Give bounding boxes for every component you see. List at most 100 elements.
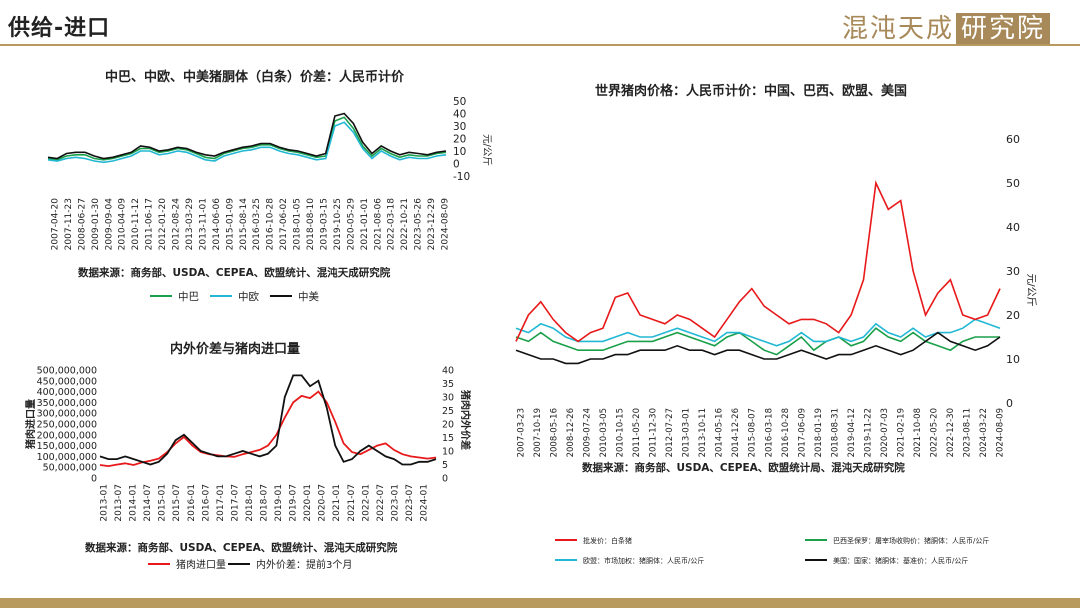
spread-x-tick-label: 2022-10-21 bbox=[400, 198, 410, 250]
imports-x-tick-label: 2015-01 bbox=[158, 484, 168, 522]
spread-x-tick-label: 2018-08-10 bbox=[306, 198, 316, 251]
imports-series-line bbox=[99, 374, 437, 466]
imports-x-tick-label: 2023-01 bbox=[390, 484, 400, 522]
imports-right-tick-label: 30 bbox=[442, 393, 454, 404]
spread-x-tick-label: 2014-06-06 bbox=[212, 198, 222, 251]
world-series-line bbox=[515, 318, 1001, 347]
imports-right-tick-label: 25 bbox=[442, 406, 454, 417]
world-legend-label: 巴西圣保罗：屠宰场收购价：猪胴体：人民币/公斤 bbox=[833, 536, 989, 545]
world-chart-title: 世界猪肉价格：人民币计价：中国、巴西、欧盟、美国 bbox=[595, 84, 908, 99]
world-y-tick-label: 30 bbox=[1006, 265, 1020, 278]
spread-x-tick-label: 2013-03-29 bbox=[185, 198, 195, 251]
world-x-tick-label: 2021-10-08 bbox=[913, 408, 923, 457]
imports-x-tick-label: 2024-01 bbox=[420, 484, 430, 522]
world-y-tick-label: 20 bbox=[1006, 309, 1020, 322]
imports-x-tick-label: 2013-07 bbox=[114, 484, 124, 522]
spread-x-tick-label: 2023-12-29 bbox=[427, 198, 437, 251]
imports-x-tick-label: 2017-07 bbox=[230, 484, 240, 522]
spread-y-tick-label: 20 bbox=[453, 134, 466, 146]
spread-x-tick-label: 2022-03-18 bbox=[387, 198, 397, 251]
world-x-tick-label: 2021-02-19 bbox=[896, 408, 906, 457]
imports-chart-source: 数据来源：商务部、USDA、CEPEA、欧盟统计、混沌天成研究院 bbox=[85, 542, 398, 554]
spread-y-tick-label: -10 bbox=[453, 171, 470, 183]
imports-right-tick-label: 20 bbox=[442, 420, 454, 431]
spread-x-tick-label: 2013-11-01 bbox=[198, 198, 208, 250]
spread-x-tick-label: 2010-11-12 bbox=[131, 198, 141, 250]
spread-y-tick-label: 0 bbox=[453, 159, 460, 171]
spread-x-tick-label: 2021-01-01 bbox=[360, 198, 370, 250]
imports-left-tick-label: 0 bbox=[91, 474, 97, 485]
spread-x-tick-label: 2019-03-15 bbox=[319, 198, 329, 250]
world-x-tick-label: 2022-12-30 bbox=[946, 408, 956, 457]
world-x-tick-label: 2018-08-31 bbox=[830, 408, 840, 457]
spread-chart-source: 数据来源：商务部、USDA、CEPEA、欧盟统计、混沌天成研究院 bbox=[78, 267, 391, 279]
world-x-tick-label: 2022-05-20 bbox=[929, 408, 939, 457]
imports-x-tick-label: 2021-01 bbox=[332, 484, 342, 522]
header-divider bbox=[0, 44, 1080, 46]
imports-legend-label: 猪肉进口量 bbox=[176, 558, 226, 571]
world-x-tick-label: 2018-01-19 bbox=[814, 408, 824, 457]
spread-legend-label: 中欧 bbox=[238, 290, 259, 303]
imports-x-tick-label: 2013-01 bbox=[100, 484, 110, 522]
imports-left-tick-label: 450,000,000 bbox=[37, 376, 97, 387]
world-x-tick-label: 2013-10-11 bbox=[698, 408, 708, 457]
world-x-tick-label: 2013-03-01 bbox=[682, 408, 692, 457]
imports-left-tick-label: 350,000,000 bbox=[37, 398, 97, 409]
imports-left-axis-label: 猪肉进口量 bbox=[24, 399, 37, 450]
imports-x-tick-label: 2016-01 bbox=[187, 484, 197, 522]
world-series-line bbox=[515, 327, 1000, 356]
spread-x-tick-label: 2007-04-20 bbox=[51, 198, 61, 251]
world-series-line bbox=[515, 180, 1001, 343]
imports-x-tick-label: 2019-07 bbox=[289, 484, 299, 522]
imports-series-line bbox=[99, 390, 437, 468]
spread-x-tick-label: 2015-08-14 bbox=[239, 198, 249, 251]
imports-left-tick-label: 50,000,000 bbox=[43, 463, 97, 474]
imports-x-tick-label: 2019-01 bbox=[274, 484, 284, 522]
spread-legend-label: 中美 bbox=[298, 290, 319, 303]
spread-y-tick-label: 50 bbox=[453, 96, 466, 108]
imports-x-tick-label: 2023-07 bbox=[405, 484, 415, 522]
imports-left-tick-label: 500,000,000 bbox=[37, 366, 97, 377]
world-x-tick-label: 2014-05-16 bbox=[715, 408, 725, 457]
spread-series-line bbox=[47, 121, 447, 164]
spread-x-tick-label: 2021-08-06 bbox=[373, 198, 383, 251]
world-x-tick-label: 2017-06-09 bbox=[797, 408, 807, 457]
spread-x-tick-label: 2018-01-05 bbox=[293, 198, 303, 250]
imports-x-tick-label: 2017-01 bbox=[216, 484, 226, 522]
world-x-tick-label: 2012-07-27 bbox=[665, 408, 675, 457]
world-y-tick-label: 0 bbox=[1006, 397, 1013, 410]
world-series-line bbox=[515, 331, 1001, 365]
imports-chart-title: 内外价差与猪肉进口量 bbox=[170, 342, 301, 357]
spread-x-tick-label: 2011-06-17 bbox=[145, 198, 155, 250]
world-x-tick-label: 2014-12-26 bbox=[731, 408, 741, 457]
spread-x-tick-label: 2019-10-25 bbox=[333, 198, 343, 250]
world-x-tick-label: 2016-10-28 bbox=[781, 408, 791, 457]
imports-x-tick-label: 2020-07 bbox=[318, 484, 328, 522]
world-x-tick-label: 2008-12-26 bbox=[566, 408, 576, 457]
imports-left-tick-label: 150,000,000 bbox=[37, 441, 97, 452]
imports-left-tick-label: 400,000,000 bbox=[37, 387, 97, 398]
footer-bar bbox=[0, 598, 1080, 608]
imports-right-tick-label: 35 bbox=[442, 379, 454, 390]
spread-y-tick-label: 10 bbox=[453, 146, 466, 158]
imports-right-tick-label: 5 bbox=[442, 460, 448, 471]
world-y-tick-label: 10 bbox=[1006, 353, 1020, 366]
imports-right-axis-label: 猪肉内外价差 bbox=[459, 389, 472, 450]
world-y-axis-label: 元/公斤 bbox=[1025, 273, 1037, 306]
world-chart-source: 数据来源：商务部、USDA、CEPEA、欧盟统计局、混沌天成研究院 bbox=[582, 462, 905, 474]
world-x-tick-label: 2024-03-22 bbox=[979, 408, 989, 457]
world-x-tick-label: 2009-07-24 bbox=[583, 408, 593, 457]
world-x-tick-label: 2020-07-03 bbox=[880, 408, 890, 457]
imports-legend-label: 内外价差：提前3个月 bbox=[256, 558, 352, 571]
spread-x-tick-label: 2016-10-28 bbox=[266, 198, 276, 251]
imports-left-tick-label: 100,000,000 bbox=[37, 452, 97, 463]
world-x-tick-label: 2015-08-07 bbox=[748, 408, 758, 457]
imports-x-tick-label: 2020-01 bbox=[303, 484, 313, 522]
world-x-tick-label: 2019-11-22 bbox=[863, 408, 873, 457]
world-legend-label: 批发价：白条猪 bbox=[583, 536, 632, 545]
spread-y-axis-label: 元/公斤 bbox=[481, 134, 492, 166]
imports-x-tick-label: 2021-07 bbox=[347, 484, 357, 522]
imports-x-tick-label: 2016-07 bbox=[201, 484, 211, 522]
